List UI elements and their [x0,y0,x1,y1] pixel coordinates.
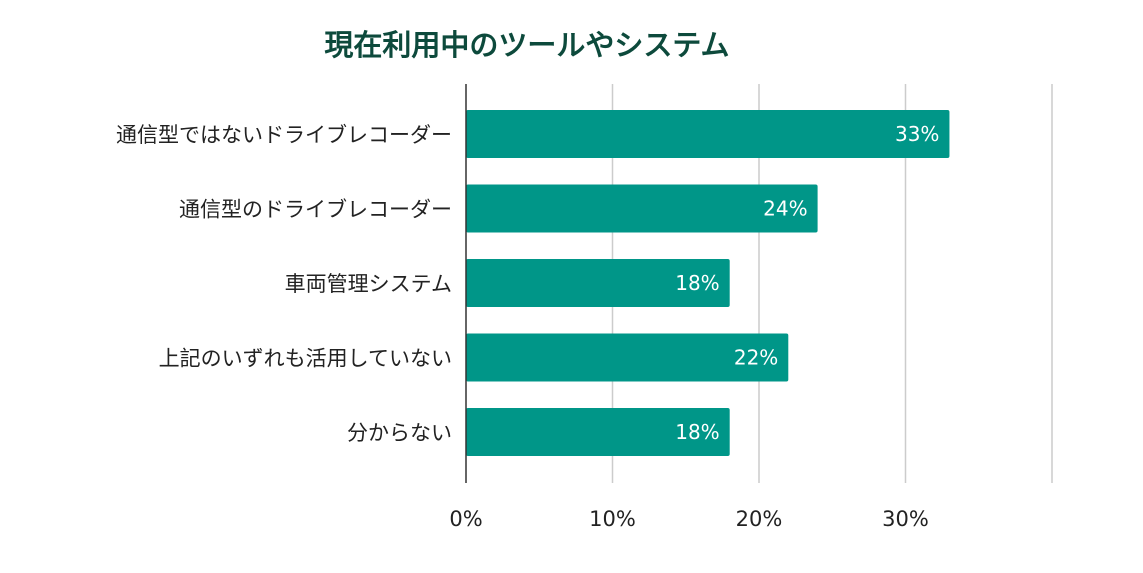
data-label: 18% [675,420,719,444]
x-axis-tick-labels: 0% 10% 20% 30% [449,507,929,531]
category-label: 通信型のドライブレコーダー [179,198,452,222]
category-label: 車両管理システム [285,272,452,296]
x-tick-label: 20% [736,507,783,531]
bar [466,110,950,158]
category-labels: 通信型ではないドライブレコーダー通信型のドライブレコーダー車両管理システム上記の… [116,123,452,445]
chart-title: 現在利用中のツールやシステム [324,28,729,62]
bar [466,184,818,233]
data-label: 18% [675,271,719,295]
data-label: 24% [763,197,807,221]
category-label: 分からない [347,421,452,445]
bar [466,259,730,307]
category-label: 通信型ではないドライブレコーダー [116,123,452,147]
bar [466,408,730,456]
x-tick-label: 30% [882,507,929,531]
category-label: 上記のいずれも活用していない [159,347,452,371]
x-tick-label: 0% [449,507,482,531]
data-label: 33% [895,122,939,146]
x-tick-label: 10% [589,507,636,531]
bars: 33% 24% 18% 22% 18% [466,110,950,456]
bar [466,333,789,382]
data-label: 22% [734,346,778,370]
